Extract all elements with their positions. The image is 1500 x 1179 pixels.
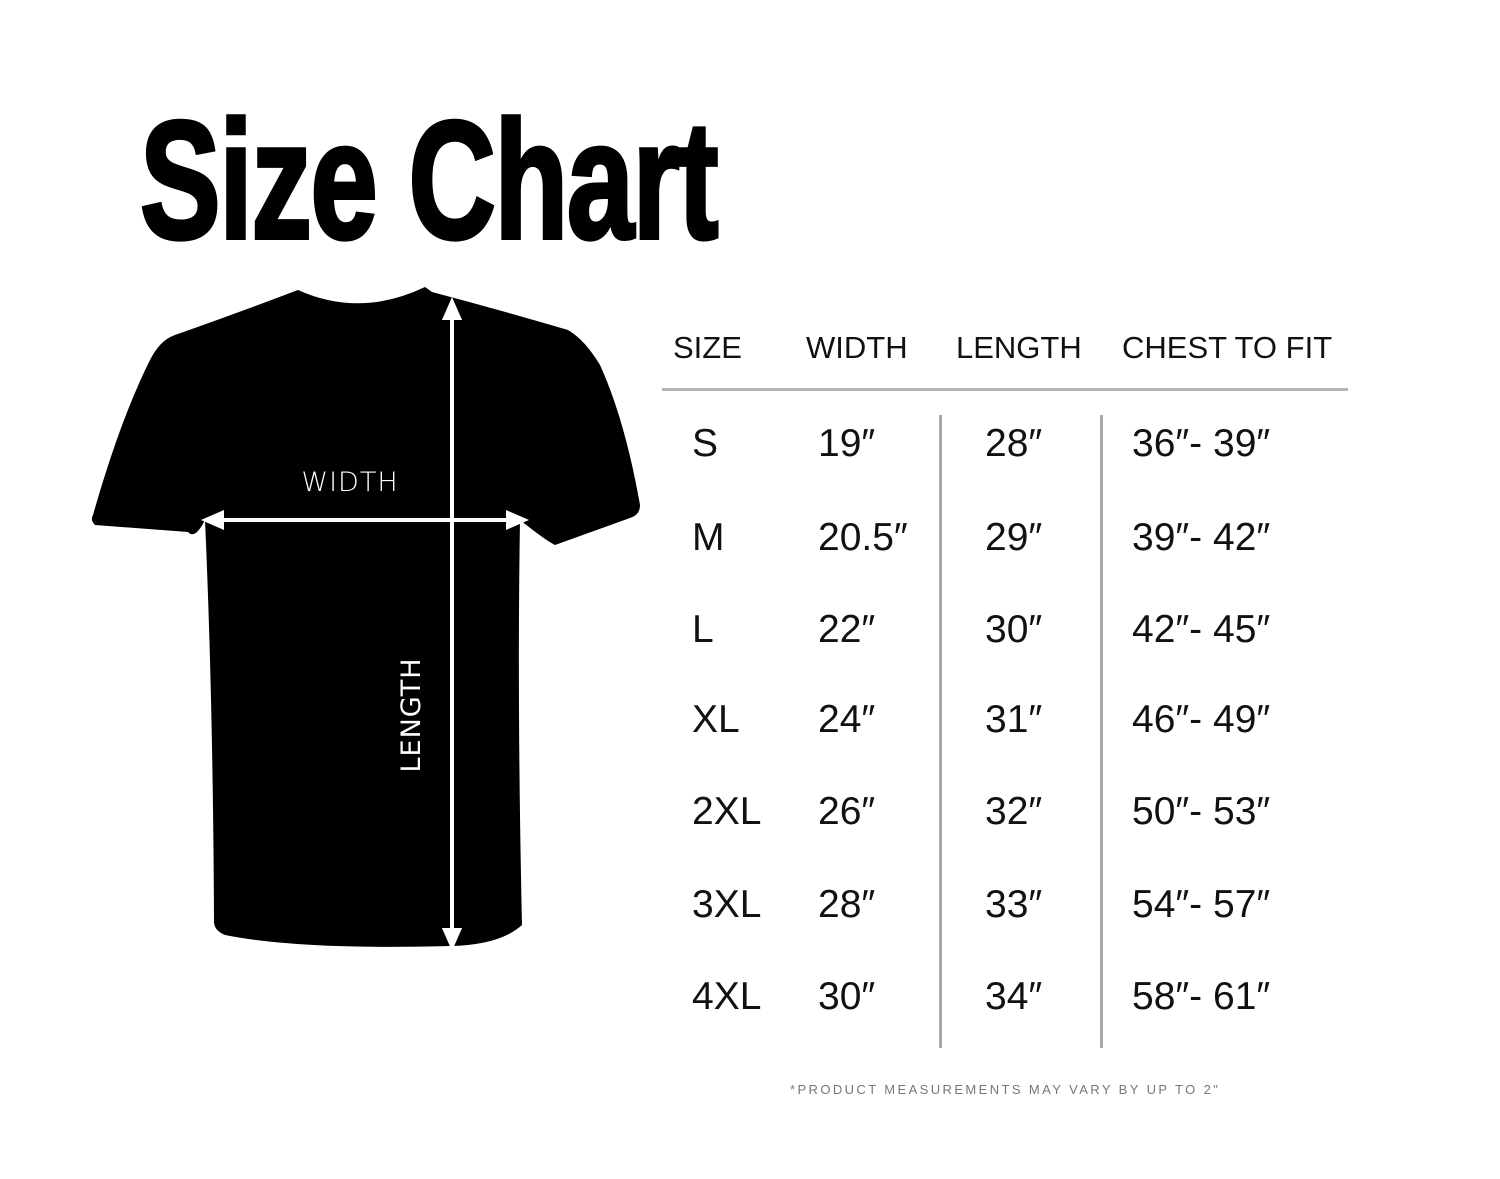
size-cell: S (692, 422, 719, 465)
width-cell: 26″ (818, 790, 876, 833)
chest-cell: 36″- 39″ (1132, 422, 1271, 465)
footnote: *PRODUCT MEASUREMENTS MAY VARY BY UP TO … (790, 1082, 1221, 1097)
size-cell: XL (692, 698, 740, 741)
chest-cell: 58″- 61″ (1132, 975, 1271, 1018)
size-cell: M (692, 516, 725, 559)
arrow-head-bottom (441, 928, 463, 951)
header-chest: CHEST TO FIT (1122, 330, 1333, 365)
arrow-head-top (441, 297, 463, 320)
size-cell: L (692, 608, 714, 651)
chest-cell: 46″- 49″ (1132, 698, 1271, 741)
length-label: LENGTH (396, 657, 427, 772)
page-title: Size Chart (139, 86, 720, 274)
width-cell: 24″ (818, 698, 876, 741)
width-cell: 19″ (818, 422, 876, 465)
size-cell: 3XL (692, 883, 762, 926)
width-cell: 30″ (818, 975, 876, 1018)
arrow-head-right (506, 509, 529, 531)
tshirt-silhouette (91, 287, 640, 947)
chest-cell: 50″- 53″ (1132, 790, 1271, 833)
width-label: WIDTH (301, 467, 398, 498)
header-divider (662, 388, 1348, 391)
width-cell: 22″ (818, 608, 876, 651)
header-length: LENGTH (956, 330, 1082, 365)
measure-arrows (201, 297, 529, 951)
header-width: WIDTH (806, 330, 908, 365)
header-size: SIZE (673, 330, 742, 365)
chest-cell: 42″- 45″ (1132, 608, 1271, 651)
width-cell: 20.5″ (818, 516, 908, 559)
size-cell: 4XL (692, 975, 762, 1018)
arrow-head-left (201, 509, 224, 531)
tshirt-diagram: WIDTH LENGTH (91, 287, 640, 951)
length-cell: 29″ (985, 516, 1043, 559)
size-cell: 2XL (692, 790, 762, 833)
length-cell: 28″ (985, 422, 1043, 465)
length-cell: 34″ (985, 975, 1043, 1018)
length-cell: 33″ (985, 883, 1043, 926)
chest-cell: 39″- 42″ (1132, 516, 1271, 559)
column-divider (939, 415, 942, 1048)
width-cell: 28″ (818, 883, 876, 926)
length-cell: 30″ (985, 608, 1043, 651)
length-cell: 32″ (985, 790, 1043, 833)
length-cell: 31″ (985, 698, 1043, 741)
column-divider (1100, 415, 1103, 1048)
chest-cell: 54″- 57″ (1132, 883, 1271, 926)
